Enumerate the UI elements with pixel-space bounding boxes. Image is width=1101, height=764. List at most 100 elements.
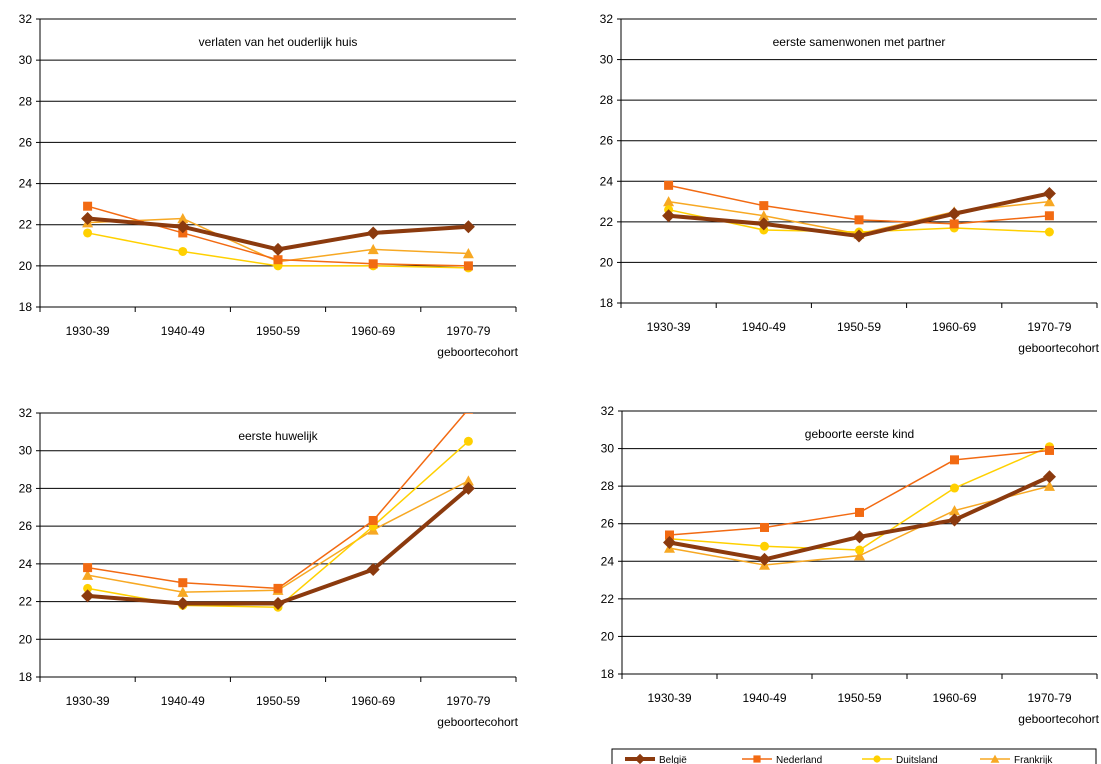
y-tick-label: 30 <box>601 442 615 456</box>
y-tick-label: 32 <box>19 406 33 420</box>
legend-marker <box>990 754 1000 763</box>
y-tick-label: 24 <box>19 557 33 571</box>
data-point <box>368 515 378 525</box>
chart-title: eerste samenwonen met partner <box>773 35 946 49</box>
data-point <box>1043 470 1056 484</box>
y-tick-label: 24 <box>601 554 615 568</box>
data-point <box>854 215 864 225</box>
y-tick-label: 20 <box>601 629 615 643</box>
legend-marker <box>753 755 761 763</box>
x-tick-label: 1970-79 <box>1027 691 1071 705</box>
x-tick-label: 1930-39 <box>66 324 110 338</box>
x-tick-label: 1960-69 <box>351 694 395 708</box>
legend-item-duitsland: Duitsland <box>862 755 938 764</box>
series-nederland <box>665 445 1054 540</box>
y-tick-label: 22 <box>19 218 33 232</box>
data-point <box>760 541 769 551</box>
series-line <box>669 449 1050 536</box>
legend-item-nederland: Nederland <box>742 755 822 764</box>
chart-panel: 18 20 22 24 26 28 30 32 1930-39 1940-49 1950-59 196… <box>19 406 519 729</box>
legend-label: Duitsland <box>896 755 938 764</box>
y-tick-label: 26 <box>19 135 33 149</box>
chart-title: eerste huwelijk <box>238 429 318 443</box>
y-tick-label: 32 <box>19 12 33 26</box>
y-tick-label: 18 <box>601 667 615 681</box>
y-tick-label: 22 <box>19 595 33 609</box>
x-tick-label: 1950-59 <box>256 324 300 338</box>
data-point <box>758 552 771 566</box>
x-tick-label: 1960-69 <box>351 324 395 338</box>
data-point <box>950 483 959 493</box>
x-tick-label: 1940-49 <box>161 694 205 708</box>
data-point <box>757 217 771 231</box>
x-tick-label: 1940-49 <box>161 324 205 338</box>
data-point <box>1043 196 1055 207</box>
data-point <box>81 589 95 603</box>
data-point <box>949 505 960 516</box>
y-tick-label: 30 <box>19 444 33 458</box>
data-point <box>176 596 190 610</box>
data-point <box>1044 480 1055 491</box>
data-point <box>368 259 378 269</box>
legend-marker <box>873 755 881 763</box>
data-point <box>273 583 283 593</box>
data-point <box>463 413 473 414</box>
chart-panel: 18 20 22 24 26 28 30 32 1930-39 1940-49 1950-59 196… <box>601 404 1100 726</box>
x-tick-label: 1930-39 <box>647 320 691 334</box>
x-axis-title: geboortecohort <box>1018 712 1099 726</box>
data-point <box>463 436 473 446</box>
x-tick-label: 1970-79 <box>446 694 490 708</box>
y-tick-label: 22 <box>600 215 614 229</box>
y-tick-label: 18 <box>19 300 33 314</box>
data-point <box>83 201 93 211</box>
y-tick-label: 20 <box>19 259 33 273</box>
series-nederland <box>83 413 473 593</box>
x-axis-title: geboortecohort <box>1018 341 1099 355</box>
y-tick-label: 28 <box>19 481 33 495</box>
data-point <box>462 248 474 259</box>
series-line <box>87 440 469 608</box>
y-tick-label: 32 <box>601 404 615 418</box>
x-axis-title: geboortecohort <box>437 345 518 359</box>
y-tick-label: 24 <box>19 177 33 191</box>
data-point <box>855 545 864 555</box>
data-point <box>1044 211 1054 221</box>
data-point <box>366 563 380 577</box>
data-point <box>81 212 95 226</box>
data-point <box>83 563 93 573</box>
data-point <box>1044 227 1054 237</box>
x-tick-label: 1950-59 <box>837 320 881 334</box>
data-point <box>82 569 94 580</box>
x-tick-label: 1970-79 <box>446 324 490 338</box>
x-tick-label: 1950-59 <box>837 691 881 705</box>
legend-marker <box>634 753 646 764</box>
y-tick-label: 26 <box>601 517 615 531</box>
legend-label: Nederland <box>776 755 822 764</box>
data-point <box>852 229 866 243</box>
series-nederland <box>83 201 473 271</box>
data-point <box>760 522 769 532</box>
data-point <box>950 455 959 465</box>
x-tick-label: 1960-69 <box>932 320 976 334</box>
data-point <box>176 220 190 234</box>
chart-panel: 18 20 22 24 26 28 30 32 1930-39 1940-49 1950-59 196… <box>19 12 519 359</box>
data-point <box>759 201 769 211</box>
x-tick-label: 1940-49 <box>742 691 786 705</box>
data-point <box>83 583 93 593</box>
x-tick-label: 1950-59 <box>256 694 300 708</box>
series-belgië <box>663 470 1056 566</box>
data-point <box>366 226 380 240</box>
legend-label: België <box>659 755 687 764</box>
data-point <box>178 578 188 588</box>
data-point <box>948 513 961 527</box>
data-point <box>855 507 864 517</box>
data-point <box>462 475 474 486</box>
series-belgië <box>81 481 475 610</box>
legend: België Nederland Duitsland Frankrijk <box>611 748 1097 764</box>
y-tick-label: 30 <box>19 53 33 67</box>
data-point <box>663 196 675 207</box>
data-point <box>83 228 93 238</box>
data-point <box>177 586 189 597</box>
chart-panel: 18 20 22 24 26 28 30 32 1930-39 1940-49 1950-59 196… <box>600 12 1100 355</box>
data-point <box>665 530 674 540</box>
